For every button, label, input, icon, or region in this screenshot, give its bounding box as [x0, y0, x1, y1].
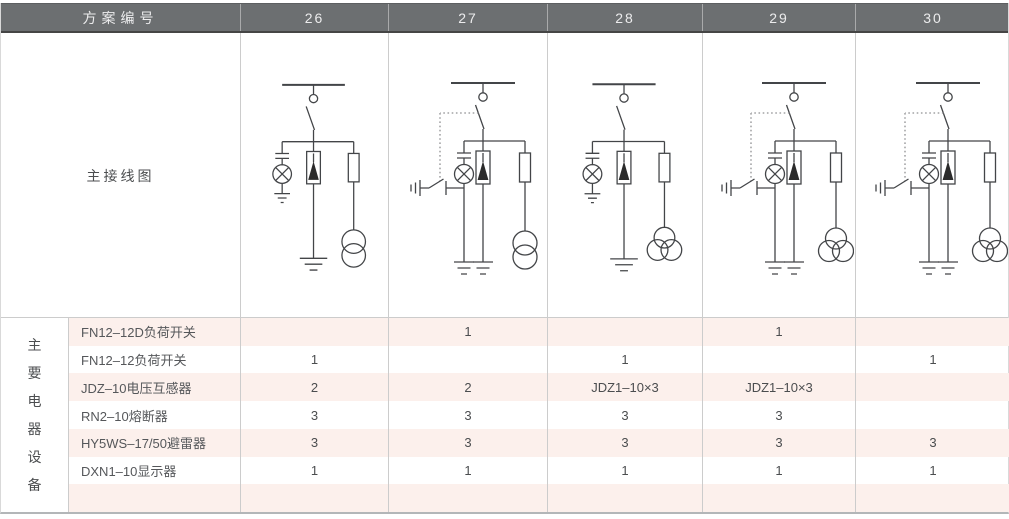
single-line-diagram-28 — [582, 83, 683, 272]
qty-28: 3 — [548, 428, 703, 457]
equipment-group-cell: 主要电器设备 — [1, 318, 69, 512]
wiring-diagram-row: 主接线图 — [1, 33, 1008, 318]
qty-26: 3 — [241, 428, 389, 457]
qty-29: 3 — [703, 428, 856, 457]
table-row: HY5WS–17/50避雷器 3 3 3 3 3 — [69, 428, 1009, 457]
equipment-rows: FN12–12D负荷开关 1 1 FN12–12负荷开关 1 1 1 JD — [69, 318, 1009, 513]
single-line-diagram-27 — [410, 82, 538, 275]
qty-30 — [856, 401, 1009, 429]
equipment-name: HY5WS–17/50避雷器 — [69, 428, 241, 457]
table-row — [69, 484, 1009, 513]
qty-28: 1 — [548, 456, 703, 485]
column-header-29: 29 — [703, 4, 856, 31]
qty-30: 1 — [929, 462, 937, 478]
qty-27: 3 — [389, 401, 548, 429]
table-row: FN12–12D负荷开关 1 1 — [69, 318, 1009, 346]
table-row: JDZ–10电压互感器 2 2 JDZ1–10×3 JDZ1–10×3 — [69, 373, 1009, 402]
single-line-diagram-29 — [721, 82, 854, 275]
wiring-diagram-30 — [856, 33, 1009, 318]
qty-29 — [703, 484, 856, 513]
qty-29: 1 — [703, 318, 856, 346]
equipment-section: 主要电器设备 FN12–12D负荷开关 1 1 FN12–12负荷开关 1 1 — [1, 318, 1009, 513]
qty-27: 2 — [389, 373, 548, 402]
equipment-group-label: 主要电器设备 — [27, 337, 42, 493]
equipment-name — [69, 484, 241, 513]
table-row: DXN1–10显示器 1 1 1 1 1 — [69, 456, 1009, 485]
header-row: 方案编号 26 27 28 29 30 — [1, 3, 1008, 33]
qty-26 — [241, 318, 389, 346]
qty-29: 3 — [703, 401, 856, 429]
qty-30: 3 — [929, 435, 937, 451]
wiring-diagram-26 — [241, 33, 389, 318]
wiring-diagram-27 — [389, 33, 548, 318]
qty-26 — [241, 484, 389, 513]
qty-26: 2 — [241, 373, 389, 402]
scheme-table: 方案编号 26 27 28 29 30 主接线图 — [0, 3, 1009, 514]
qty-30 — [856, 484, 1009, 512]
equipment-name: JDZ–10电压互感器 — [69, 373, 241, 402]
wiring-diagram-label: 主接线图 — [1, 33, 241, 318]
qty-29: JDZ1–10×3 — [703, 373, 856, 402]
qty-29 — [703, 345, 856, 374]
column-header-30: 30 — [923, 9, 943, 26]
qty-27: 1 — [389, 456, 548, 485]
column-header-28: 28 — [548, 4, 703, 31]
table-row: RN2–10熔断器 3 3 3 3 — [69, 401, 1009, 429]
equipment-name: RN2–10熔断器 — [69, 401, 241, 429]
single-line-diagram-26 — [271, 83, 367, 272]
qty-28: JDZ1–10×3 — [548, 373, 703, 402]
qty-28 — [548, 318, 703, 346]
qty-30: 1 — [929, 352, 937, 368]
equipment-name: FN12–12D负荷开关 — [69, 318, 241, 346]
qty-28: 1 — [548, 345, 703, 374]
equipment-name: FN12–12负荷开关 — [69, 345, 241, 374]
wiring-diagram-28 — [548, 33, 703, 318]
qty-27: 1 — [389, 318, 548, 346]
qty-26: 1 — [241, 345, 389, 374]
qty-27 — [389, 345, 548, 374]
single-line-diagram-30 — [875, 82, 1008, 275]
qty-30 — [856, 373, 1009, 401]
qty-28: 3 — [548, 401, 703, 429]
qty-27 — [389, 484, 548, 513]
wiring-diagram-29 — [703, 33, 856, 318]
qty-26: 3 — [241, 401, 389, 429]
column-header-27: 27 — [389, 4, 548, 31]
column-header-26: 26 — [241, 4, 389, 31]
scheme-number-header: 方案编号 — [1, 4, 241, 31]
qty-26: 1 — [241, 456, 389, 485]
equipment-name: DXN1–10显示器 — [69, 456, 241, 485]
qty-27: 3 — [389, 428, 548, 457]
qty-28 — [548, 484, 703, 513]
table-row: FN12–12负荷开关 1 1 1 — [69, 345, 1009, 374]
qty-30 — [856, 318, 1009, 346]
qty-29: 1 — [703, 456, 856, 485]
